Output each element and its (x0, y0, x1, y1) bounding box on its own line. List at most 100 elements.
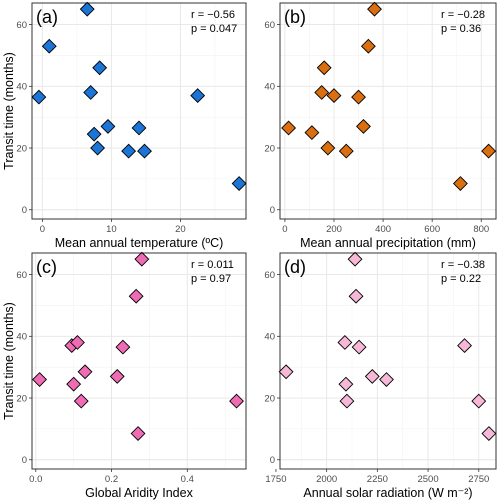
data-point (347, 251, 363, 267)
x-tick-label: 2750 (468, 474, 489, 485)
x-axis-title: Mean annual temperature (ºC) (55, 236, 224, 250)
data-point (73, 393, 89, 409)
data-point (337, 335, 353, 350)
data-point (128, 288, 144, 304)
y-tick-label: 20 (16, 393, 27, 404)
data-point (131, 120, 147, 136)
data-point (66, 376, 82, 392)
data-point (115, 339, 131, 355)
x-axis-title: Mean annual precipitation (mm) (300, 236, 476, 250)
data-point (32, 372, 48, 387)
data-point (481, 143, 497, 159)
panel-label: (a) (36, 7, 58, 27)
x-tick-label: 0 (40, 224, 45, 235)
data-point (90, 140, 106, 156)
data-point (351, 339, 367, 355)
panel-label: (c) (36, 257, 57, 277)
x-tick-label: 1750 (265, 474, 286, 485)
correlation-r-text: r = 0.011 (191, 259, 234, 271)
panel-border (31, 252, 247, 470)
y-tick-label: 20 (264, 143, 275, 154)
data-point (481, 426, 497, 441)
x-tick-label: 0.4 (181, 474, 194, 485)
data-point (79, 1, 95, 17)
y-tick-label: 0 (22, 205, 27, 216)
panel-label: (b) (284, 7, 306, 27)
y-axis-title: Transit time (months) (2, 52, 16, 170)
data-point (364, 368, 380, 384)
data-point (351, 89, 366, 105)
data-point (360, 38, 376, 54)
panel-border (279, 2, 497, 220)
y-tick-label: 40 (16, 332, 27, 343)
data-point (231, 176, 247, 191)
p-value-text: p = 0.97 (191, 273, 231, 285)
panel-b: 0 200 400 600 800 0 20 40 60 Mean annual precipit… (264, 1, 497, 250)
panel-d: 1750 2000 2250 2500 2750 0 20 40 60 Annual solar … (264, 251, 497, 500)
panel-a: 0 10 20 0 20 40 60 Mean annual temperature (ºC)… (2, 1, 247, 250)
y-tick-label: 0 (270, 455, 275, 466)
data-point (338, 143, 354, 159)
data-point (348, 288, 364, 304)
panel-border (31, 2, 247, 220)
data-point (326, 88, 342, 104)
x-tick-label: 2500 (417, 474, 438, 485)
y-tick-label: 60 (264, 20, 275, 31)
data-point (130, 426, 146, 441)
y-tick-label: 20 (16, 143, 27, 154)
x-axis-title: Annual solar radiation (W m⁻²) (303, 486, 472, 500)
data-point (86, 126, 102, 142)
y-tick-label: 0 (22, 455, 27, 466)
data-point (338, 376, 354, 392)
y-tick-label: 20 (264, 393, 275, 404)
x-axis-title: Global Aridity Index (85, 486, 193, 500)
y-tick-label: 60 (264, 270, 275, 281)
y-tick-label: 40 (16, 82, 27, 93)
data-point (339, 393, 355, 409)
x-tick-label: 0.2 (105, 474, 118, 485)
x-tick-label: 2000 (316, 474, 337, 485)
x-tick-label: 0 (282, 224, 287, 235)
x-tick-label: 200 (326, 224, 342, 235)
x-tick-label: 800 (473, 224, 489, 235)
data-point (121, 143, 137, 159)
data-point (379, 372, 394, 387)
correlation-r-text: r = −0.56 (191, 9, 235, 21)
x-tick-label: 0.0 (29, 474, 42, 485)
data-point (281, 120, 297, 136)
data-point (356, 118, 371, 134)
p-value-text: p = 0.22 (441, 273, 481, 285)
data-point (109, 368, 125, 384)
data-point (471, 393, 487, 409)
panel-border (279, 252, 497, 470)
data-point (457, 338, 472, 354)
data-point (304, 125, 320, 141)
panel-label: (d) (284, 257, 306, 277)
data-point (314, 85, 330, 100)
data-point (70, 335, 85, 350)
x-tick-label: 400 (375, 224, 391, 235)
x-tick-label: 20 (175, 224, 186, 235)
data-point (320, 140, 336, 156)
data-point (83, 85, 99, 100)
x-tick-label: 2250 (367, 474, 388, 485)
data-point (316, 60, 332, 76)
data-point (137, 143, 152, 159)
y-tick-label: 60 (16, 20, 27, 31)
data-point (452, 176, 468, 191)
data-point (41, 38, 57, 54)
y-tick-label: 0 (270, 205, 275, 216)
data-point (31, 89, 47, 105)
y-tick-label: 60 (16, 270, 27, 281)
p-value-text: p = 0.36 (441, 23, 481, 35)
correlation-r-text: r = −0.38 (441, 259, 485, 271)
data-point (229, 393, 244, 409)
panel-c: 0.0 0.2 0.4 0 20 40 60 Global Aridity Index Tran… (2, 251, 247, 500)
data-point (278, 364, 294, 380)
p-value-text: p = 0.047 (191, 23, 237, 35)
data-point (190, 88, 206, 104)
data-point (134, 251, 150, 267)
